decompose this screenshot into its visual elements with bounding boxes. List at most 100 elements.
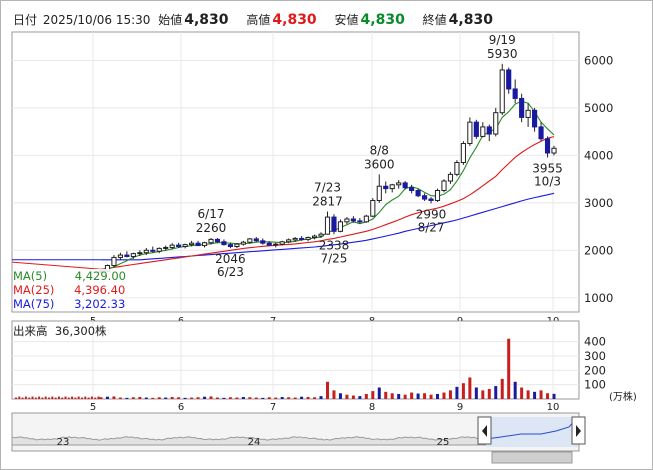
volume-bar [15, 397, 17, 399]
low-label: 安値 [334, 13, 359, 27]
annotation-date: 7/23 [314, 181, 341, 195]
open-value: 4,830 [184, 12, 229, 28]
candle-body [130, 253, 136, 257]
volume-bar [455, 386, 459, 399]
annotation-value: 5930 [487, 47, 518, 61]
annotation-date: 8/8 [370, 143, 389, 157]
candle-body [421, 195, 428, 200]
volume-bar [474, 387, 478, 399]
price-tick-label: 6000 [584, 53, 613, 67]
volume-bar [248, 397, 252, 399]
candle-body [512, 88, 518, 99]
volume-bar [170, 396, 174, 399]
candle-body [182, 244, 188, 248]
volume-bar [112, 396, 116, 399]
volume-bar [209, 396, 213, 399]
volume-bar [410, 392, 414, 399]
candle-body [551, 147, 557, 154]
candle-body [143, 249, 149, 254]
candle-body [363, 215, 369, 223]
volume-bar [254, 397, 258, 399]
volume-x-tick-label: 10 [547, 402, 560, 413]
candle-body [273, 243, 279, 246]
candle-body [538, 126, 544, 140]
volume-bar [267, 397, 271, 399]
volume-bar [403, 394, 407, 399]
annotation-value: 2338 [319, 238, 350, 252]
candle-body [150, 249, 156, 252]
candle-body [467, 121, 473, 145]
volume-bar [144, 397, 148, 399]
annotation-value: 2046 [215, 252, 246, 266]
volume-unit: (万株) [609, 390, 637, 403]
candle-body [117, 254, 123, 258]
volume-bar [500, 378, 504, 399]
volume-bar [358, 396, 362, 399]
volume-bar [300, 396, 304, 399]
candle-body [266, 242, 272, 246]
volume-bar [494, 386, 498, 399]
volume-bar [442, 392, 446, 399]
volume-bar [423, 393, 427, 399]
candle-body [396, 182, 402, 186]
volume-plot-area [11, 320, 580, 400]
volume-bar [90, 396, 93, 399]
candle-body [428, 198, 434, 201]
navigator-right-handle[interactable] [571, 416, 586, 445]
legend-ma75-name: MA(75) [13, 297, 55, 311]
volume-bar [34, 397, 37, 399]
legend-ma25: MA(25) 4,396.40 [13, 283, 126, 297]
candle-body [169, 244, 175, 248]
date-label: 日付 [13, 13, 38, 27]
candle-body [486, 126, 492, 135]
candle-body [299, 237, 305, 240]
candle-body [337, 221, 344, 232]
candle-body [189, 242, 195, 246]
volume-bar [61, 397, 64, 399]
legend-ma5-name: MA(5) [13, 269, 48, 283]
candle-body [506, 69, 512, 90]
volume-bar [131, 397, 135, 399]
volume-bar [84, 396, 87, 399]
annotation-date: 6/23 [217, 265, 244, 279]
candle-body [234, 243, 240, 248]
navigator-label: 25 [437, 437, 450, 448]
candle-body [253, 238, 259, 242]
annotation-date: 8/27 [418, 220, 445, 234]
volume-bar [215, 397, 219, 399]
volume-bar [64, 396, 67, 399]
candle-body [227, 244, 234, 248]
volume-bar [74, 397, 77, 399]
volume-tick-label: 100 [584, 378, 606, 392]
candle-body [176, 244, 182, 248]
volume-bar [371, 391, 375, 399]
volume-bar [196, 397, 200, 399]
volume-bar [164, 397, 168, 399]
chevron-left-icon [482, 425, 487, 437]
candle-body [499, 69, 505, 114]
volume-bar [338, 393, 342, 399]
volume-bar [228, 397, 232, 399]
candle-body [441, 180, 447, 192]
low-value: 4,830 [360, 12, 405, 28]
volume-bar [520, 387, 524, 399]
navigator-left-handle[interactable] [477, 416, 492, 445]
volume-bar [235, 397, 239, 399]
volume-x-tick-label: 6 [178, 402, 184, 413]
volume-bar [118, 397, 122, 399]
volume-x-tick-label: 7 [270, 402, 276, 413]
price-tick-label: 5000 [584, 101, 613, 115]
candle-body [454, 162, 460, 175]
volume-bar [332, 390, 336, 399]
volume-bar [31, 396, 34, 399]
candle-body [357, 220, 363, 223]
candle-body [434, 190, 441, 201]
volume-bar [28, 397, 31, 399]
price-tick-label: 2000 [584, 243, 613, 257]
volume-tick-label: 300 [584, 349, 606, 363]
navigator-scrollbar[interactable] [491, 451, 573, 464]
volume-bar [274, 397, 278, 399]
volume-label-text: 出来高 [13, 324, 48, 338]
navigator-history [11, 436, 487, 446]
